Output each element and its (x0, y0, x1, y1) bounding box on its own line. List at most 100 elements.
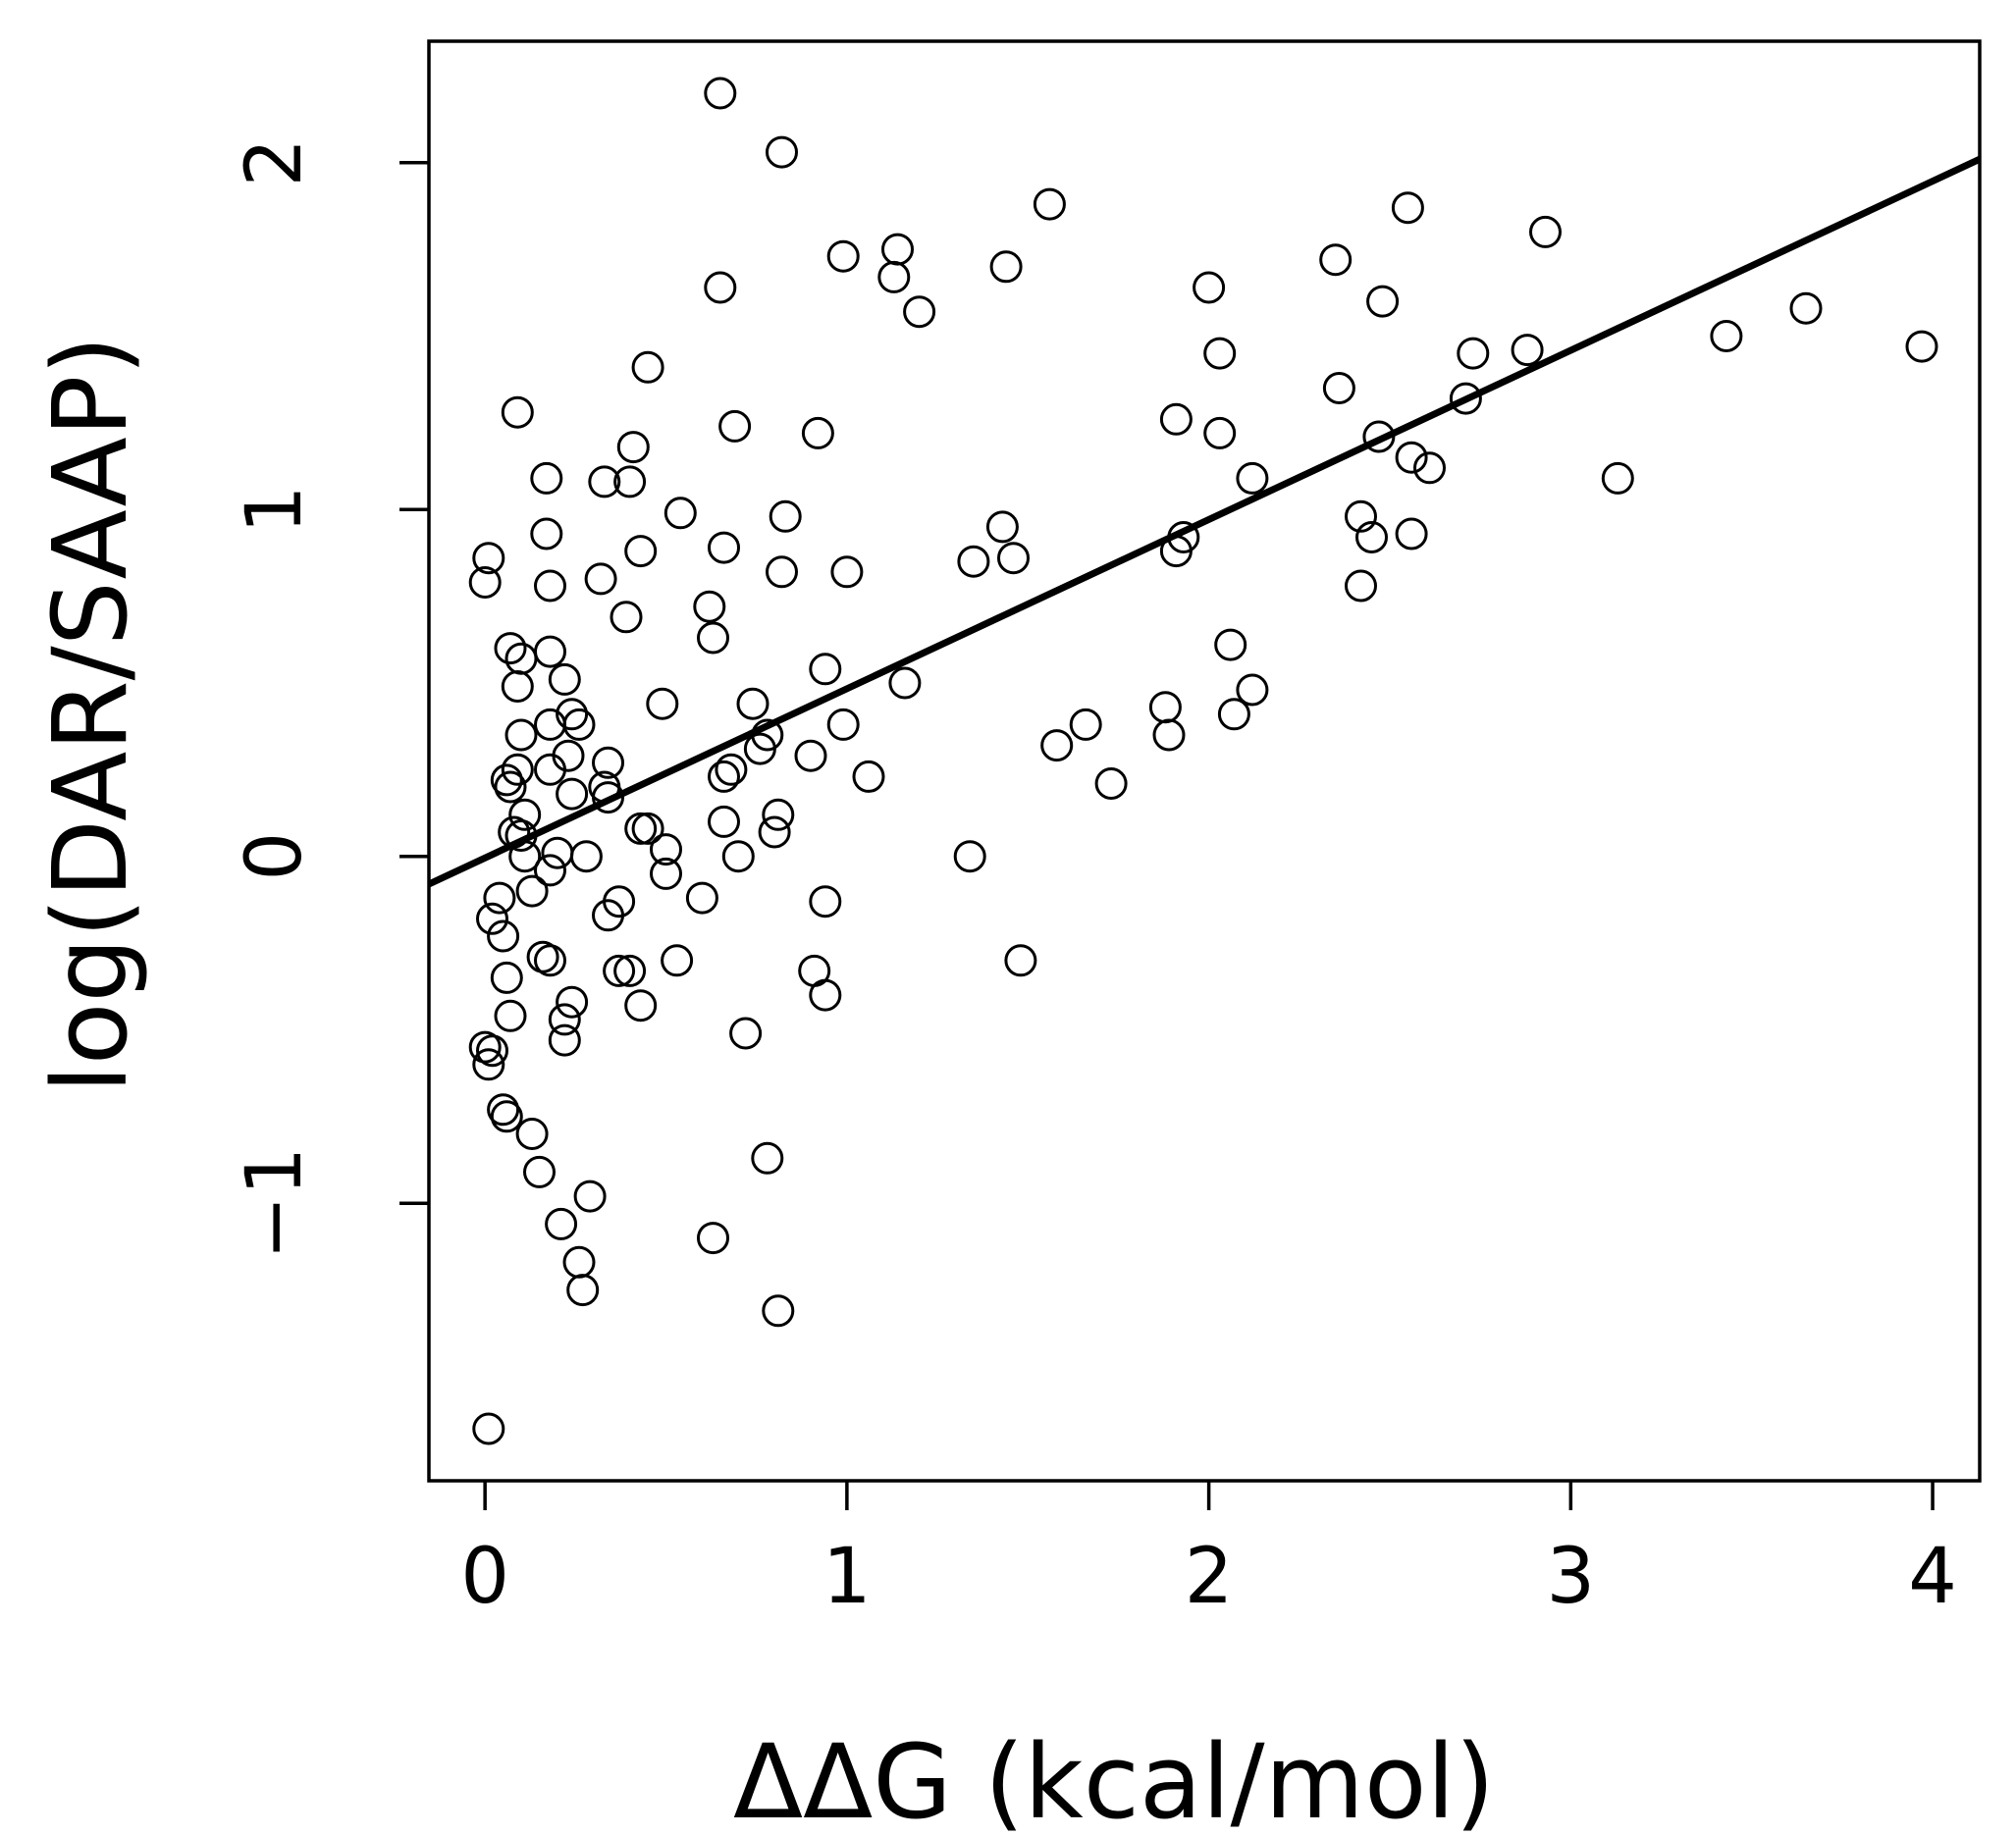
data-point-38 (1345, 499, 1377, 533)
data-point-67 (888, 666, 922, 700)
data-point-66 (501, 670, 534, 703)
data-point-8 (1319, 243, 1353, 277)
data-point-68 (1236, 673, 1269, 707)
data-point-134 (729, 1017, 763, 1050)
data-point-61 (494, 632, 527, 665)
data-point-45 (708, 531, 740, 564)
data-point-32 (530, 461, 563, 495)
data-point-43 (1395, 517, 1428, 551)
data-point-82 (743, 732, 776, 765)
data-point-57 (693, 590, 726, 623)
data-point-17 (1511, 334, 1544, 367)
data-point-12 (903, 295, 936, 329)
data-point-120 (487, 919, 520, 953)
data-point-10 (704, 271, 737, 304)
data-point-22 (1449, 382, 1482, 415)
data-point-93 (494, 770, 527, 804)
data-point-132 (548, 1003, 581, 1036)
data-point-102 (624, 812, 658, 845)
data-point-30 (1395, 441, 1428, 474)
data-point-29 (616, 431, 650, 464)
data-point-27 (1203, 416, 1237, 449)
data-point-94 (556, 777, 589, 811)
data-point-150 (472, 1412, 505, 1445)
x-tick-label-3: 3 (1547, 1533, 1596, 1621)
data-point-86 (501, 753, 534, 786)
data-point-105 (650, 833, 682, 866)
data-point-79 (1217, 698, 1250, 731)
data-point-143 (523, 1155, 556, 1188)
y-tick-label-0: −1 (231, 1147, 319, 1260)
data-point-129 (809, 978, 842, 1012)
data-point-26 (801, 416, 834, 449)
data-point-50 (997, 542, 1030, 575)
data-point-9 (877, 260, 911, 293)
data-point-6 (826, 239, 860, 273)
data-point-135 (548, 1023, 581, 1057)
data-point-25 (718, 409, 752, 443)
data-point-60 (1214, 628, 1247, 661)
data-point-16 (1905, 330, 1938, 363)
data-point-65 (548, 662, 581, 696)
data-point-126 (613, 954, 647, 987)
data-point-109 (721, 840, 755, 873)
data-point-40 (985, 510, 1019, 544)
data-point-88 (715, 753, 748, 786)
data-point-90 (852, 760, 885, 793)
data-point-110 (953, 840, 986, 873)
data-point-15 (1710, 320, 1743, 352)
data-point-98 (708, 805, 740, 838)
data-point-91 (490, 763, 523, 797)
regression-line (427, 156, 1982, 888)
data-point-47 (624, 535, 658, 568)
data-point-42 (1355, 521, 1388, 553)
data-point-123 (661, 944, 694, 977)
data-point-97 (508, 798, 542, 831)
data-point-139 (487, 1093, 520, 1127)
data-point-64 (809, 653, 842, 686)
data-point-23 (501, 395, 534, 429)
data-point-55 (534, 569, 566, 603)
data-point-80 (1040, 729, 1074, 762)
data-point-117 (809, 885, 842, 918)
data-point-2 (1033, 187, 1066, 221)
data-point-131 (624, 989, 658, 1023)
data-point-51 (766, 555, 798, 589)
data-point-19 (1203, 337, 1237, 370)
x-tick-label-2: 2 (1185, 1533, 1234, 1621)
data-point-148 (566, 1274, 600, 1307)
data-point-24 (1159, 402, 1193, 436)
y-tick-label-1: 0 (231, 832, 319, 881)
data-point-144 (573, 1180, 607, 1213)
data-point-84 (592, 746, 624, 779)
data-point-4 (1529, 215, 1562, 248)
data-point-137 (476, 1034, 508, 1068)
data-point-125 (603, 954, 636, 987)
data-point-53 (468, 566, 502, 599)
data-point-20 (631, 350, 664, 384)
plot-frame (427, 39, 1982, 1483)
data-point-0 (704, 77, 737, 110)
x-tick-label-1: 1 (822, 1533, 872, 1621)
data-point-39 (769, 499, 802, 533)
data-point-81 (1152, 718, 1186, 752)
data-point-104 (758, 815, 791, 849)
data-point-99 (762, 798, 795, 831)
data-point-1 (766, 135, 798, 169)
data-point-70 (736, 687, 769, 720)
data-point-48 (472, 542, 505, 575)
regression-line-layer (427, 156, 1982, 888)
data-point-33 (588, 465, 621, 498)
data-point-118 (592, 899, 624, 932)
x-tick-label-0: 0 (460, 1533, 509, 1621)
data-point-31 (1413, 451, 1446, 485)
y-tick-label-3: 2 (231, 138, 319, 187)
data-point-95 (1094, 767, 1128, 800)
data-point-21 (1322, 372, 1355, 404)
data-point-13 (1366, 285, 1400, 318)
data-point-101 (631, 812, 664, 845)
data-point-36 (1601, 461, 1634, 495)
data-point-75 (504, 718, 538, 752)
data-point-34 (613, 465, 647, 498)
